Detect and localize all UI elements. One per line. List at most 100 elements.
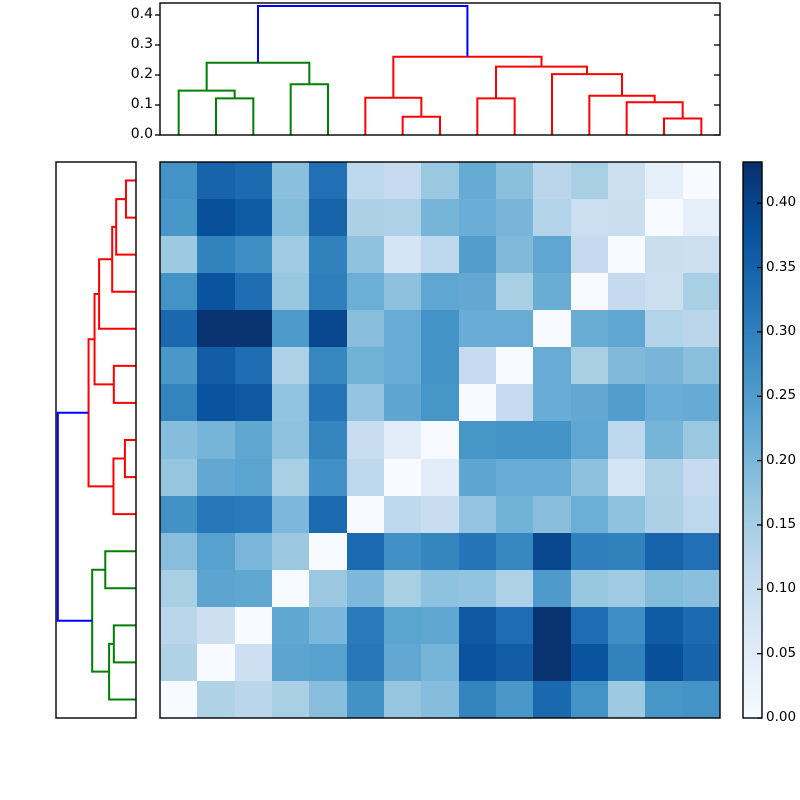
heatmap-cell (384, 347, 421, 384)
dendrogram-link (125, 179, 136, 219)
heatmap-cell (272, 570, 309, 607)
heatmap-cell (384, 421, 421, 459)
heatmap-cell (608, 236, 645, 273)
heatmap-cell (683, 421, 720, 459)
colorbar-gradient (743, 162, 762, 718)
heatmap-cell (421, 199, 459, 236)
heatmap-cell (459, 273, 496, 310)
heatmap-cell (496, 496, 533, 533)
heatmap-cell (272, 310, 309, 347)
dendrogram-link (551, 73, 623, 135)
heatmap-cell (459, 310, 496, 347)
left-dendrogram-frame (55, 161, 137, 719)
dendrogram-link (392, 55, 543, 98)
heatmap-cell (272, 533, 309, 570)
heatmap-cell (421, 570, 459, 607)
heatmap-cell (347, 236, 384, 273)
heatmap-cell (608, 384, 645, 421)
heatmap-cell (347, 681, 384, 718)
heatmap-cell (459, 199, 496, 236)
heatmap-cell (496, 533, 533, 570)
dendrogram-link (663, 117, 703, 135)
heatmap-cell (309, 607, 347, 644)
dendrogram-link (56, 411, 93, 622)
heatmap-cell (160, 644, 197, 681)
heatmap-cell (645, 607, 683, 644)
heatmap-cell (459, 533, 496, 570)
heatmap-cell (645, 162, 683, 199)
heatmap-cell (197, 644, 235, 681)
colorbar-tick-label: 0.35 (766, 258, 797, 275)
heatmap-cell (683, 199, 720, 236)
heatmap-cell (160, 533, 197, 570)
heatmap-cell (496, 273, 533, 310)
heatmap-cell (235, 644, 272, 681)
heatmap-cell (197, 310, 235, 347)
dendrogram-link (91, 568, 110, 673)
heatmap-frame (159, 161, 721, 719)
heatmap-cell (384, 199, 421, 236)
heatmap-cell (421, 496, 459, 533)
heatmap-cell (309, 644, 347, 681)
heatmap-cell (235, 533, 272, 570)
heatmap-cell (384, 236, 421, 273)
heatmap-cell (160, 496, 197, 533)
dendrogram-link (111, 225, 136, 293)
dendrogram-link (98, 258, 136, 330)
heatmap-cell (421, 533, 459, 570)
heatmap-cell (533, 273, 571, 310)
heatmap-cell (496, 607, 533, 644)
heatmap-cell (160, 347, 197, 384)
heatmap-cell (459, 607, 496, 644)
heatmap-cell (384, 310, 421, 347)
heatmap-cell (533, 347, 571, 384)
heatmap-cell (309, 236, 347, 273)
heatmap-cell (160, 607, 197, 644)
heatmap-cell (421, 421, 459, 459)
heatmap-cell (608, 644, 645, 681)
heatmap-cell (272, 384, 309, 421)
heatmap-cell (272, 496, 309, 533)
heatmap-cell (235, 236, 272, 273)
heatmap-cell (496, 236, 533, 273)
dendrogram-link (104, 550, 136, 590)
heatmap-cell (571, 607, 608, 644)
heatmap-cell (683, 162, 720, 199)
heatmap-cell (272, 607, 309, 644)
heatmap-cell (496, 421, 533, 459)
heatmap-cell (160, 421, 197, 459)
heatmap-cell (533, 681, 571, 718)
heatmap-cell (347, 273, 384, 310)
heatmap-cell (235, 496, 272, 533)
heatmap-cell (533, 570, 571, 607)
left-dendrogram (56, 179, 136, 701)
heatmap-cell (608, 347, 645, 384)
heatmap-cell (496, 570, 533, 607)
heatmap-cell (309, 310, 347, 347)
heatmap-cell (571, 199, 608, 236)
heatmap-cell (384, 459, 421, 496)
heatmap-cell (235, 681, 272, 718)
heatmap-cell (347, 162, 384, 199)
heatmap-cell (683, 384, 720, 421)
dendrogram-link (115, 198, 136, 256)
heatmap-cell (683, 236, 720, 273)
dendrogram-ytick-label: 0.4 (130, 6, 153, 22)
heatmap-cell (571, 459, 608, 496)
dendrogram-link (495, 65, 588, 99)
heatmap-cell (197, 199, 235, 236)
heatmap-cell (608, 310, 645, 347)
heatmap-cell (347, 347, 384, 384)
heatmap-cell (421, 644, 459, 681)
heatmap-cell (683, 607, 720, 644)
heatmap-cell (645, 273, 683, 310)
heatmap-cell (160, 570, 197, 607)
heatmap-cell (421, 162, 459, 199)
heatmap-cell (421, 607, 459, 644)
heatmap-cell (645, 644, 683, 681)
heatmap-cell (571, 533, 608, 570)
colorbar-tick-label: 0.20 (766, 451, 797, 468)
heatmap-cell (272, 459, 309, 496)
heatmap-cell (160, 310, 197, 347)
